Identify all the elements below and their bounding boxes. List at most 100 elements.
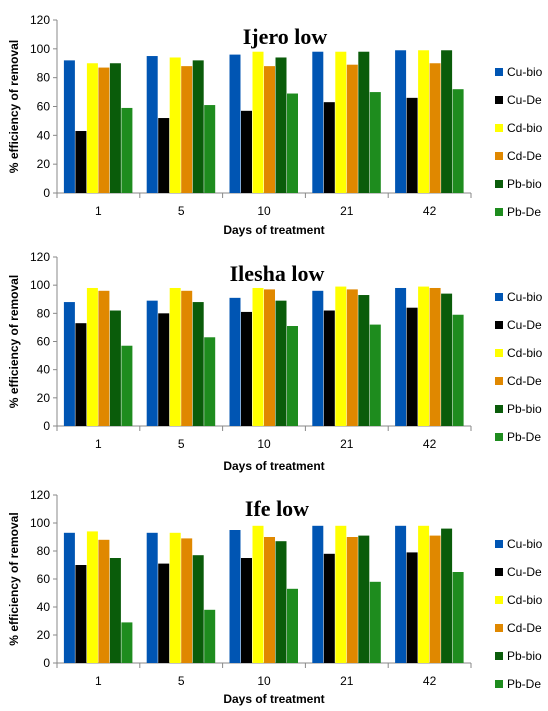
bar-pb-bio-day-21: [358, 535, 370, 663]
legend-swatch-cd-de: [495, 377, 503, 385]
legend-label-cu-de: Cu-De: [507, 318, 542, 332]
bar-pb-de-day-21: [369, 324, 381, 426]
bar-cu-bio-day-42: [395, 525, 407, 663]
y-tick-label: 80: [37, 71, 51, 85]
bar-cu-bio-day-21: [312, 525, 324, 663]
bar-cd-de-day-1: [98, 67, 110, 193]
bar-cu-de-day-10: [241, 110, 252, 193]
bar-cd-bio-day-10: [252, 51, 264, 193]
bar-pb-de-day-5: [204, 337, 216, 426]
bar-pb-bio-day-10: [275, 300, 287, 426]
legend-label-pb-de: Pb-De: [507, 677, 541, 691]
bar-pb-de-day-10: [287, 588, 298, 663]
bar-pb-de-day-10: [287, 326, 298, 426]
legend-swatch-cu-de: [495, 568, 503, 576]
bar-cd-de-day-42: [429, 63, 441, 193]
bar-pb-bio-day-1: [109, 310, 121, 426]
bar-cd-bio-day-1: [86, 287, 98, 426]
bar-cu-bio-day-10: [229, 54, 241, 193]
bar-cd-de-day-1: [98, 290, 110, 426]
bar-cd-bio-day-5: [169, 57, 181, 193]
y-tick-label: 80: [37, 306, 51, 320]
bar-pb-bio-day-10: [275, 57, 287, 193]
legend: Cu-bio Cu-De Cd-bio Cd-De Pb-bio Pb-De: [495, 537, 543, 691]
x-tick-label: 21: [340, 674, 354, 688]
bar-cu-bio-day-42: [395, 287, 407, 426]
bar-cd-bio-day-21: [335, 525, 347, 663]
legend-label-cd-de: Cd-De: [507, 621, 542, 635]
legend-label-cd-de: Cd-De: [507, 149, 542, 163]
y-tick-label: 0: [43, 656, 50, 670]
bar-cd-bio-day-21: [335, 286, 347, 426]
legend-label-pb-bio: Pb-bio: [507, 177, 542, 191]
legend-swatch-cd-bio: [495, 596, 503, 604]
y-tick-label: 20: [37, 157, 51, 171]
bar-cu-bio-day-5: [146, 300, 158, 426]
bar-cu-de-day-21: [323, 310, 335, 426]
bar-cd-de-day-42: [429, 287, 441, 426]
bar-cu-bio-day-5: [146, 532, 158, 663]
x-tick-label: 42: [423, 204, 437, 218]
legend-label-cu-bio: Cu-bio: [507, 65, 543, 79]
bar-cu-bio-day-1: [63, 532, 75, 663]
bar-pb-bio-day-42: [441, 293, 453, 426]
y-tick-label: 100: [30, 516, 50, 530]
bar-cd-bio-day-5: [169, 532, 181, 663]
legend-swatch-cu-bio: [495, 293, 503, 301]
bar-pb-de-day-1: [121, 622, 133, 663]
bar-cu-de-day-5: [158, 313, 170, 426]
legend-swatch-cu-de: [495, 96, 503, 104]
legend-swatch-cu-bio: [495, 540, 503, 548]
y-tick-label: 100: [30, 42, 50, 56]
bar-pb-bio-day-5: [192, 302, 204, 426]
x-axis-title: Days of treatment: [223, 692, 324, 706]
legend-label-cu-bio: Cu-bio: [507, 290, 543, 304]
x-tick-label: 10: [257, 674, 271, 688]
legend-swatch-cu-bio: [495, 68, 503, 76]
legend-label-cu-de: Cu-De: [507, 93, 542, 107]
chart-title: Ilesha low: [230, 261, 325, 286]
bar-cd-de-day-10: [264, 537, 275, 663]
bar-cu-de-day-10: [241, 311, 252, 426]
bar-cd-de-day-10: [264, 289, 275, 426]
chart-panel-2: 0 20 40 60 80 100 120 1 5 10 21 42 Ilesha low Days of…: [7, 250, 543, 473]
bar-cu-bio-day-10: [229, 297, 241, 426]
x-axis-title: Days of treatment: [223, 459, 324, 473]
bar-cu-bio-day-1: [63, 302, 75, 426]
y-tick-label: 40: [37, 128, 51, 142]
bar-cd-de-day-21: [346, 64, 358, 193]
bar-pb-de-day-1: [121, 107, 133, 193]
bar-cu-de-day-1: [75, 131, 87, 193]
bar-cd-de-day-5: [181, 538, 193, 663]
legend-swatch-cd-de: [495, 624, 503, 632]
x-tick-label: 5: [178, 437, 185, 451]
x-tick-label: 10: [257, 437, 271, 451]
bar-cd-bio-day-1: [86, 531, 98, 663]
bar-pb-bio-day-5: [192, 60, 204, 193]
x-axis-title: Days of treatment: [223, 223, 324, 237]
y-axis-title: % efficiency of removal: [7, 40, 21, 173]
legend-swatch-cd-bio: [495, 124, 503, 132]
y-tick-label: 80: [37, 544, 51, 558]
bar-cd-bio-day-10: [252, 525, 264, 663]
bar-cu-de-day-5: [158, 118, 170, 193]
legend-swatch-pb-de: [495, 433, 503, 441]
bar-cd-de-day-21: [346, 537, 358, 663]
bar-cd-bio-day-42: [418, 286, 430, 426]
legend-label-cd-de: Cd-De: [507, 374, 542, 388]
x-tick-label: 42: [423, 437, 437, 451]
bar-cu-bio-day-5: [146, 56, 158, 193]
y-tick-label: 100: [30, 278, 50, 292]
bar-cd-de-day-1: [98, 539, 110, 663]
bar-cd-bio-day-42: [418, 525, 430, 663]
legend-swatch-cu-de: [495, 321, 503, 329]
bar-pb-bio-day-42: [441, 528, 453, 663]
bar-cd-de-day-21: [346, 289, 358, 426]
bar-cu-de-day-1: [75, 323, 87, 426]
legend-label-cd-bio: Cd-bio: [507, 121, 543, 135]
legend-swatch-pb-bio: [495, 405, 503, 413]
bar-cd-de-day-10: [264, 66, 275, 193]
bar-pb-de-day-42: [452, 572, 464, 663]
bar-cu-de-day-10: [241, 558, 252, 663]
